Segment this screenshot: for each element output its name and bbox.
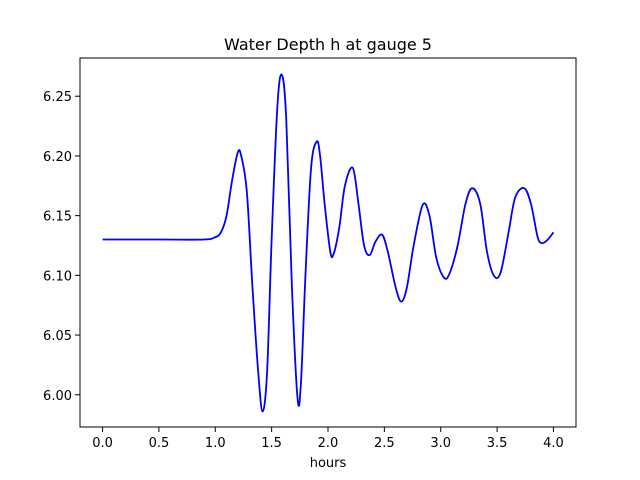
chart-title: Water Depth h at gauge 5 (224, 35, 432, 54)
x-tick-label: 2.0 (318, 436, 339, 451)
x-axis-label: hours (310, 456, 347, 471)
x-tick-label: 0.5 (149, 436, 170, 451)
x-tick-label: 0.0 (92, 436, 113, 451)
y-tick-label: 6.00 (43, 389, 72, 404)
x-tick-label: 1.0 (205, 436, 226, 451)
series-line (102, 73, 555, 413)
plot-frame (79, 57, 577, 428)
y-axis: 6.00 6.05 6.10 6.15 6.20 6.25 (43, 90, 80, 404)
y-tick-label: 6.15 (43, 210, 72, 225)
y-tick-label: 6.25 (43, 90, 72, 105)
x-tick-label: 1.5 (261, 436, 282, 451)
x-axis: 0.0 0.5 1.0 1.5 2.0 2.5 3.0 3.5 4.0 (92, 427, 564, 451)
plot-area (102, 73, 555, 413)
y-tick-label: 6.05 (43, 329, 72, 344)
y-tick-label: 6.20 (43, 150, 72, 165)
x-tick-label: 3.0 (430, 436, 451, 451)
x-tick-label: 3.5 (487, 436, 508, 451)
x-tick-label: 2.5 (374, 436, 395, 451)
x-tick-label: 4.0 (543, 436, 564, 451)
y-tick-label: 6.10 (43, 269, 72, 284)
